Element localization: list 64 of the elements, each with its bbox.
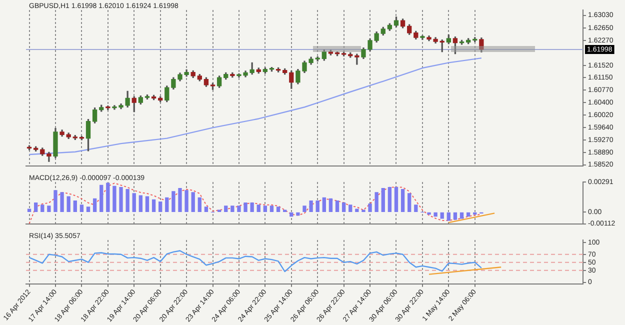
bar	[394, 186, 398, 212]
bar	[112, 186, 116, 212]
bar	[328, 198, 333, 212]
candlestick	[354, 54, 360, 65]
bar	[126, 189, 130, 212]
bar	[106, 182, 110, 212]
bar	[230, 206, 234, 212]
bar	[86, 206, 90, 212]
bar	[250, 202, 254, 212]
line-series	[28, 182, 482, 224]
bar	[342, 202, 346, 212]
bar	[224, 206, 228, 212]
bar	[263, 206, 268, 212]
bar	[178, 188, 182, 212]
bar	[348, 204, 352, 212]
bar	[73, 200, 77, 212]
bar	[40, 204, 44, 212]
bar	[434, 212, 438, 217]
bar	[60, 192, 64, 212]
bar	[400, 189, 405, 212]
bar	[54, 190, 58, 212]
bar	[355, 208, 359, 212]
bar	[165, 197, 169, 212]
bar	[152, 199, 156, 212]
bar	[47, 206, 51, 212]
bar	[362, 210, 366, 212]
bar	[92, 198, 97, 212]
bar	[145, 196, 150, 212]
bar	[198, 197, 202, 212]
bar	[453, 212, 458, 220]
bar	[446, 212, 450, 221]
bar	[276, 206, 280, 212]
bar	[138, 195, 143, 212]
bar	[172, 191, 176, 212]
bar	[374, 192, 378, 212]
bar	[427, 212, 431, 215]
bar	[158, 201, 162, 212]
bar	[80, 204, 84, 212]
bar	[66, 196, 70, 212]
bar	[100, 184, 104, 212]
bar	[27, 208, 32, 212]
bar	[381, 188, 385, 212]
bar	[204, 206, 208, 212]
bar	[256, 204, 260, 212]
bar	[322, 197, 326, 212]
bar	[309, 200, 313, 212]
bar	[335, 200, 340, 212]
bar	[132, 193, 136, 212]
bar	[119, 186, 123, 212]
bar	[388, 186, 392, 212]
bar	[316, 200, 320, 212]
bar	[184, 190, 188, 212]
bar	[191, 192, 195, 212]
bar	[408, 193, 412, 212]
bar	[237, 206, 241, 212]
bar	[302, 206, 306, 212]
bar	[440, 212, 444, 219]
bar	[368, 204, 372, 212]
bar	[460, 212, 464, 219]
bar	[296, 212, 300, 216]
bar	[414, 204, 418, 212]
bar	[270, 206, 274, 212]
bar	[244, 202, 248, 212]
bar	[34, 202, 38, 212]
